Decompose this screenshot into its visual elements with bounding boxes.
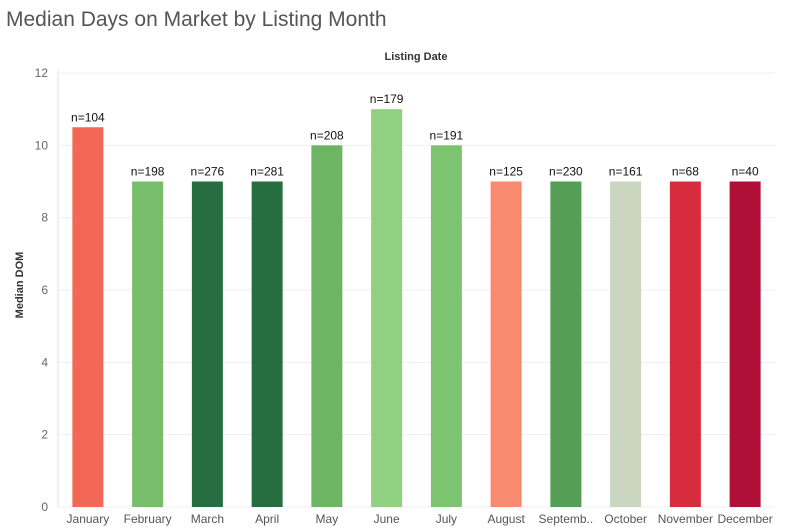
x-tick-label: August xyxy=(487,512,525,526)
x-tick-label: February xyxy=(124,512,172,526)
y-tick-label: 12 xyxy=(35,66,49,80)
x-tick-label: June xyxy=(374,512,400,526)
chart-title: Median Days on Market by Listing Month xyxy=(6,8,387,31)
data-label: n=104 xyxy=(71,110,105,124)
y-tick-label: 0 xyxy=(41,500,48,514)
bar[interactable] xyxy=(251,181,283,508)
bar[interactable] xyxy=(550,181,582,508)
data-label: n=208 xyxy=(310,128,344,142)
x-tick-label: Septemb.. xyxy=(539,512,594,526)
bar[interactable] xyxy=(490,181,522,508)
y-tick-label: 2 xyxy=(41,428,48,442)
x-tick-label: November xyxy=(658,512,713,526)
data-label: n=276 xyxy=(191,165,225,179)
data-label: n=161 xyxy=(609,165,643,179)
bars xyxy=(72,109,761,508)
data-label: n=125 xyxy=(489,165,523,179)
bar[interactable] xyxy=(371,109,403,508)
bar[interactable] xyxy=(132,181,164,508)
bar[interactable] xyxy=(669,181,701,508)
y-axis-ticks: 0 2 4 6 8 10 12 xyxy=(35,66,49,514)
data-label: n=281 xyxy=(250,165,284,179)
x-axis-labels: January February March April May June July Augu… xyxy=(67,512,773,526)
data-label: n=68 xyxy=(672,165,699,179)
x-tick-label: December xyxy=(717,512,772,526)
x-tick-label: October xyxy=(604,512,647,526)
bar[interactable] xyxy=(72,127,104,507)
bar[interactable] xyxy=(610,181,642,508)
y-tick-label: 4 xyxy=(41,355,48,369)
data-label: n=198 xyxy=(131,165,165,179)
x-tick-label: March xyxy=(191,512,224,526)
bar[interactable] xyxy=(729,181,761,508)
y-tick-label: 6 xyxy=(41,283,48,297)
data-label: n=179 xyxy=(370,92,404,106)
x-tick-label: April xyxy=(255,512,279,526)
data-label: n=40 xyxy=(732,165,759,179)
x-tick-label: July xyxy=(436,512,457,526)
data-label: n=191 xyxy=(430,128,464,142)
y-tick-label: 8 xyxy=(41,211,48,225)
x-tick-label: May xyxy=(316,512,339,526)
bar[interactable] xyxy=(311,145,343,508)
x-axis-title: Listing Date xyxy=(385,51,448,63)
x-tick-label: January xyxy=(67,512,110,526)
gridlines xyxy=(57,69,775,508)
y-tick-label: 10 xyxy=(35,138,49,152)
data-label: n=230 xyxy=(549,165,583,179)
y-axis-title: Median DOM xyxy=(14,252,26,319)
data-labels: n=104 n=198 n=276 n=281 n=208 n=179 n=191 n=125… xyxy=(71,92,759,178)
bar[interactable] xyxy=(430,145,462,508)
bar[interactable] xyxy=(191,181,223,508)
